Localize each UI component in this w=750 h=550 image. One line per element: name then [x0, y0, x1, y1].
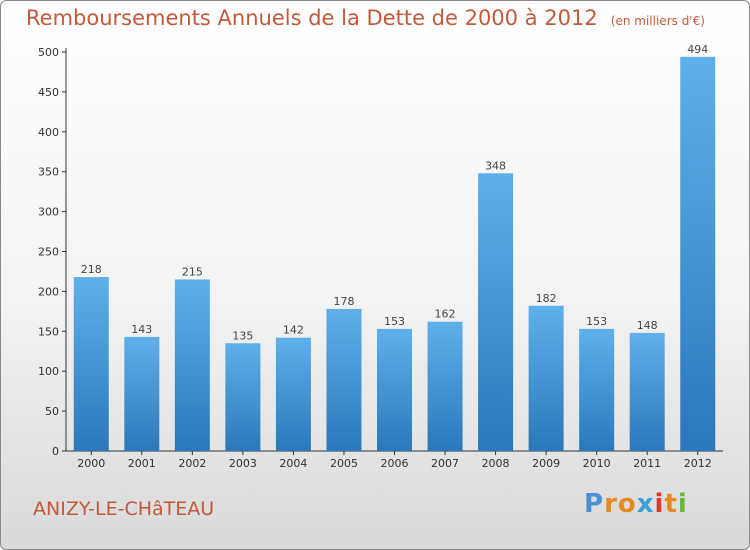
bar: [124, 336, 160, 451]
y-tick-label: 100: [38, 365, 59, 378]
x-tick-label: 2003: [229, 457, 257, 470]
x-tick-label: 2011: [633, 457, 661, 470]
x-tick-label: 2009: [532, 457, 560, 470]
logo-letter: i: [677, 489, 688, 519]
chart-title: Remboursements Annuels de la Dette de 20…: [26, 6, 598, 30]
data-label: 153: [586, 315, 607, 328]
data-label: 182: [536, 292, 557, 305]
bar: [579, 328, 615, 451]
y-tick-label: 250: [38, 246, 59, 259]
bar: [629, 332, 665, 451]
bar: [73, 277, 109, 451]
data-label: 162: [435, 308, 456, 321]
logo-letter: x: [636, 489, 655, 519]
data-label: 148: [637, 319, 658, 332]
logo-letter: i: [654, 489, 665, 519]
bar: [478, 173, 514, 451]
data-label: 178: [333, 295, 354, 308]
data-label: 215: [182, 265, 203, 278]
logo-letter: o: [617, 489, 637, 519]
data-label: 142: [283, 324, 304, 337]
y-tick-label: 400: [38, 126, 59, 139]
x-tick-label: 2005: [330, 457, 358, 470]
y-tick-label: 200: [38, 285, 59, 298]
x-tick-label: 2012: [684, 457, 712, 470]
x-tick-label: 2004: [279, 457, 307, 470]
data-label: 218: [81, 263, 102, 276]
logo-letter: r: [604, 489, 618, 519]
x-tick-label: 2007: [431, 457, 459, 470]
bar: [680, 56, 716, 452]
x-tick-label: 2002: [178, 457, 206, 470]
x-tick-label: 2010: [583, 457, 611, 470]
city-name: ANIZY-LE-CHâTEAU: [33, 498, 215, 520]
logo-letter: P: [584, 489, 605, 519]
bar: [174, 279, 210, 451]
data-label: 143: [131, 323, 152, 336]
data-label: 494: [687, 43, 708, 56]
x-tick-label: 2008: [482, 457, 510, 470]
x-tick-label: 2000: [77, 457, 105, 470]
bar: [427, 321, 463, 451]
proxiti-logo: Proxiti: [584, 489, 688, 519]
title-row: Remboursements Annuels de la Dette de 20…: [26, 6, 705, 30]
y-tick-label: 50: [45, 405, 59, 418]
y-tick-label: 0: [52, 445, 59, 458]
data-label: 153: [384, 315, 405, 328]
y-tick-label: 300: [38, 206, 59, 219]
data-label: 348: [485, 159, 506, 172]
labels-group: 218 2000 143 2001 215 2002 135 2003 142 2004 178 20…: [77, 43, 711, 470]
bar: [377, 328, 412, 451]
bar: [528, 305, 564, 451]
bar: [275, 337, 311, 451]
y-tick-label: 500: [38, 46, 59, 59]
unit-label: (en milliers d'€): [610, 14, 705, 28]
x-tick-label: 2006: [381, 457, 409, 470]
data-label: 135: [232, 329, 253, 342]
bar: [225, 343, 261, 451]
logo-letter: t: [664, 489, 678, 519]
y-tick-label: 450: [38, 86, 59, 99]
bars-group: [73, 56, 716, 452]
bar: [326, 308, 362, 451]
x-tick-label: 2001: [128, 457, 156, 470]
y-tick-label: 150: [38, 325, 59, 338]
y-tick-label: 350: [38, 166, 59, 179]
